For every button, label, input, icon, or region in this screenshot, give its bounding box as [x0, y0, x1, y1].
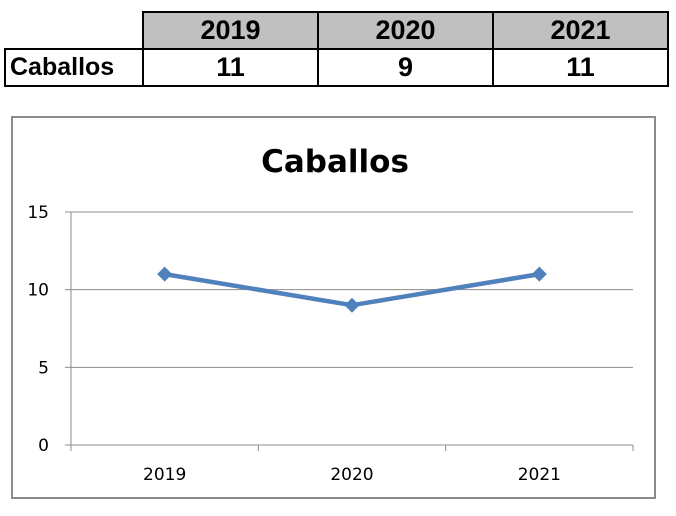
y-tick-label: 10: [27, 281, 49, 301]
axes: [65, 211, 634, 451]
series-layer: [157, 266, 547, 313]
data-table: 2019 2020 2021 Caballos 11 9 11: [4, 11, 669, 87]
table-header-cell: 2019: [142, 11, 319, 50]
table-cell: 11: [492, 48, 669, 87]
table-cell: 9: [317, 48, 494, 87]
grid-lines: [71, 211, 633, 368]
table-header-row: 2019 2020 2021: [5, 11, 669, 50]
x-tick-label: 2020: [330, 465, 373, 485]
table-cell: 11: [142, 48, 319, 87]
table-row: Caballos 11 9 11: [4, 48, 669, 87]
table-header-cell: 2020: [317, 11, 494, 50]
tick-labels: 0 5 10 15 2019 2020 2021: [27, 203, 561, 485]
x-tick-label: 2019: [143, 465, 186, 485]
y-tick-label: 5: [38, 358, 49, 378]
data-point-marker: [344, 297, 360, 313]
x-tick-label: 2021: [518, 465, 561, 485]
table-header-cell: 2021: [492, 11, 669, 50]
chart-title: Caballos: [261, 144, 409, 180]
data-point-marker: [157, 266, 173, 282]
table-row-label: Caballos: [4, 48, 144, 87]
y-tick-label: 15: [27, 203, 49, 223]
chart-frame: [11, 116, 656, 499]
y-tick-label: 0: [38, 436, 49, 456]
data-point-marker: [531, 266, 547, 282]
